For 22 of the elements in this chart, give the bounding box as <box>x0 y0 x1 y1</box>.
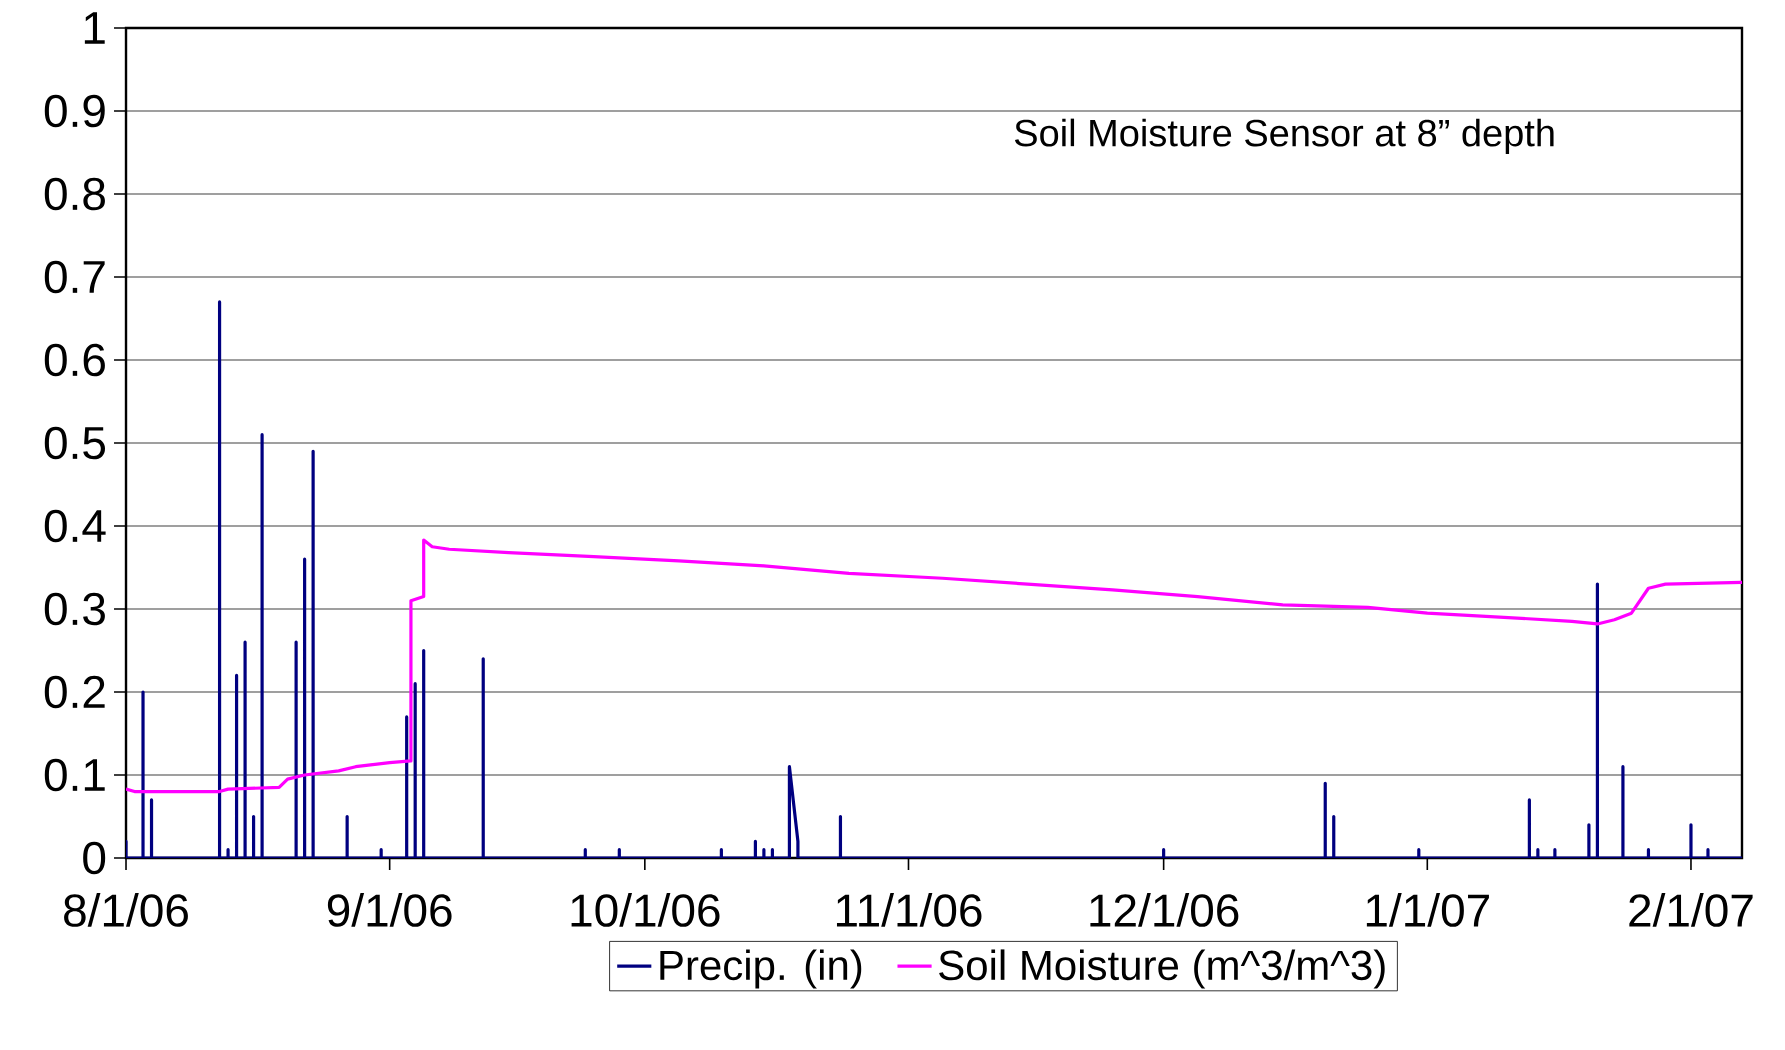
y-tick-label: 0.5 <box>44 426 106 460</box>
line-series <box>126 300 1742 858</box>
y-tick-label: 0.3 <box>44 592 105 626</box>
x-tick-label: 2/1/07 <box>1629 893 1753 927</box>
legend-label: Soil Moisture (m^3/m^3) <box>939 949 1385 989</box>
y-tick-label: 0.9 <box>44 94 105 128</box>
y-tick-label: 0.8 <box>44 177 105 211</box>
x-tick-label: 9/1/06 <box>327 893 452 927</box>
y-tick-label: 1 <box>84 12 105 44</box>
text: Soil Moisture Sensor at 8” depth <box>1014 118 1554 155</box>
x-tick-label: 11/1/06 <box>836 893 982 927</box>
y-tick-label: 0.4 <box>44 509 106 543</box>
x-tick-label: 8/1/06 <box>64 893 188 927</box>
y-tick-label: 0.2 <box>44 675 105 709</box>
x-tick-label: 12/1/06 <box>1090 893 1239 927</box>
y-tick-label: 0 <box>83 841 106 875</box>
y-tick-label: 0.1 <box>44 758 105 792</box>
x-tick-label: 1/1/07 <box>1366 893 1489 927</box>
legend-label: Precip. (in) <box>660 949 862 989</box>
y-tick-label: 0.7 <box>44 260 105 294</box>
x-tick-label: 10/1/06 <box>571 893 720 927</box>
y-tick-label: 0.6 <box>44 343 105 377</box>
